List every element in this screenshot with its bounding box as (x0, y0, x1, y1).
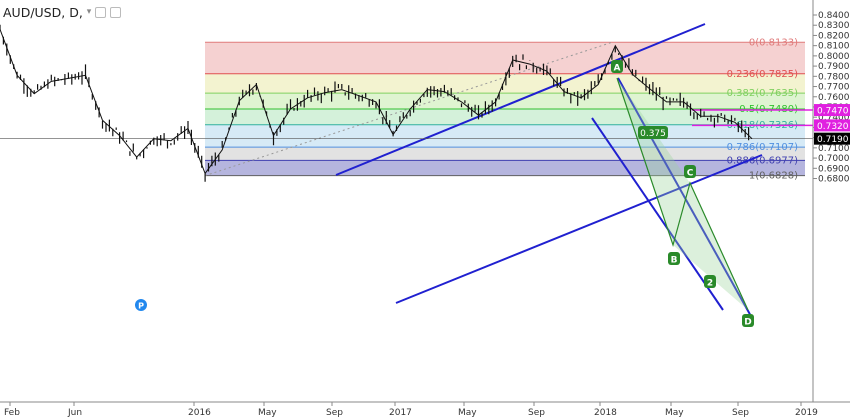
x-tick-label: Jun (67, 408, 82, 418)
x-tick-label: May (458, 408, 477, 418)
fib-zone (205, 42, 805, 74)
pattern-path (616, 77, 749, 311)
fib-zone (205, 73, 805, 94)
settings-icon[interactable] (95, 6, 107, 18)
fib-level-label: 0.886(0.6977) (727, 155, 799, 166)
marker-p-bg (135, 299, 147, 311)
y-tick-label: 0.8400 (818, 11, 850, 21)
fib-zone (205, 124, 805, 148)
y-tick-label: 0.7600 (818, 93, 850, 103)
price-tag-bg (814, 119, 850, 132)
trend-lines[interactable] (0, 23, 813, 319)
x-tick-label: May (665, 408, 684, 418)
pattern-point-b: B (671, 256, 678, 266)
pattern-point-2-bg (704, 275, 716, 288)
x-tick-label: 2016 (188, 408, 211, 418)
pattern-triangle-bcd (673, 183, 748, 310)
marker-p: P (138, 302, 144, 311)
harmonic-pattern[interactable]: A B C D 2 0.375 P (135, 60, 754, 328)
y-tick-label: 0.6900 (818, 164, 850, 174)
dropdown-icon[interactable]: ▾ (86, 7, 92, 17)
y-tick-label: 0.8300 (818, 21, 850, 31)
pattern-point-a-bg (611, 60, 623, 73)
down-channel-upper-line (617, 77, 753, 319)
y-tick-label: 0.8000 (818, 52, 850, 62)
price-series (0, 24, 753, 182)
y-tick-label: 0.7400 (818, 113, 850, 123)
x-tick-label: Feb (4, 408, 20, 418)
pattern-point-b-bg (668, 252, 680, 265)
y-tick-label: 0.7100 (818, 144, 850, 154)
down-channel-lower-line (591, 117, 724, 311)
pattern-point-a: A (614, 64, 621, 74)
fib-level-label: 0.236(0.7825) (727, 69, 799, 80)
y-tick-label: 0.8100 (818, 42, 850, 52)
price-tag-bg (814, 132, 850, 145)
ratio-tag-bg (638, 126, 668, 139)
y-tick-label: 0.7900 (818, 62, 850, 72)
fib-level-label: 0.786(0.7107) (727, 142, 799, 153)
ratio-tag: 0.375 (640, 129, 666, 139)
fib-level-label: 0(0.8133) (749, 37, 798, 48)
x-tick-label: 2019 (795, 408, 818, 418)
symbol-label: AUD/USD, D, (3, 4, 83, 20)
fib-zone (205, 147, 805, 161)
price-tag-label: 0.7470 (817, 107, 849, 117)
pattern-point-d: D (744, 318, 751, 328)
pattern-point-c-bg (684, 165, 696, 178)
x-tick-label: 2018 (594, 408, 617, 418)
fib-zone (205, 109, 805, 125)
pattern-point-2: 2 (707, 279, 713, 289)
price-tag-label: 0.7190 (817, 135, 849, 145)
x-tick-label: Sep (326, 408, 343, 418)
fib-zone (205, 160, 805, 176)
price-tag-label: 0.7320 (817, 122, 849, 132)
y-tick-label: 0.7000 (818, 154, 850, 164)
x-tick-label: 2017 (389, 408, 412, 418)
y-tick-label: 0.6800 (818, 175, 850, 185)
pattern-point-c: C (687, 169, 694, 179)
pattern-triangle-abc (617, 78, 690, 245)
upper-channel-line (335, 23, 706, 176)
y-tick-label: 0.8200 (818, 31, 850, 41)
y-tick-label: 0.7700 (818, 83, 850, 93)
y-tick-label: 0.7800 (818, 72, 850, 82)
lower-channel-line (395, 154, 763, 304)
hide-icon[interactable] (110, 6, 122, 18)
symbol-header[interactable]: AUD/USD, D, ▾ (3, 3, 122, 21)
price-tag-bg (814, 104, 850, 117)
x-tick-label: May (258, 408, 277, 418)
fib-level-label: 1(0.6828) (749, 171, 798, 182)
x-tick-label: Sep (732, 408, 749, 418)
pattern-point-d-bg (742, 314, 754, 327)
fib-trend-line (204, 41, 613, 177)
x-tick-label: Sep (528, 408, 545, 418)
price-line (0, 29, 753, 175)
fib-level-label: 0.382(0.7635) (727, 88, 799, 99)
